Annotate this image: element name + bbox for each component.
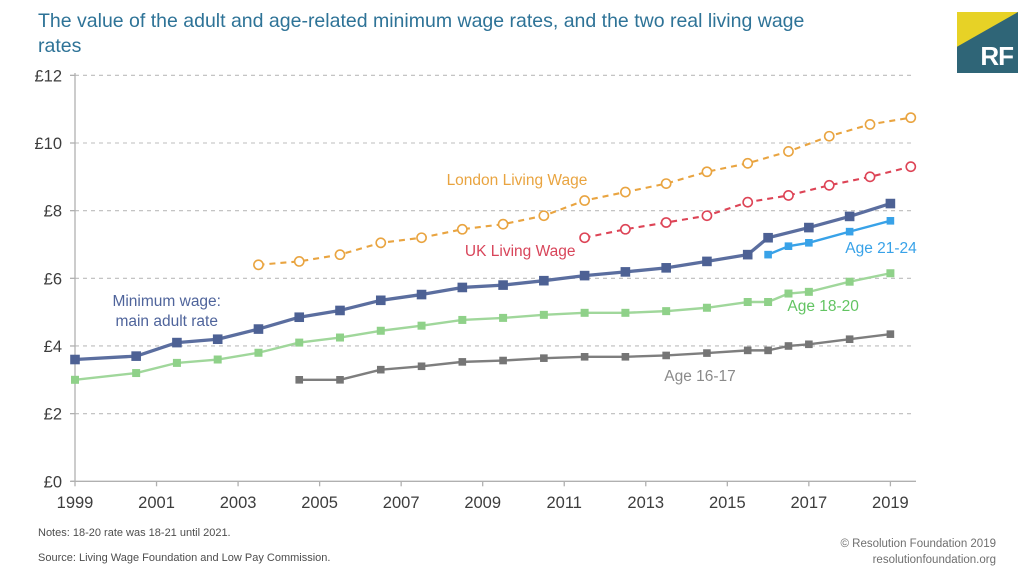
series-label-london-living-wage: London Living Wage [447, 172, 588, 189]
series-label-uk-living-wage: UK Living Wage [465, 243, 576, 260]
x-tick-label: 2001 [138, 494, 175, 512]
x-tick-label: 2011 [546, 494, 581, 512]
x-tick-label: 2015 [709, 494, 746, 512]
gridlines [75, 74, 915, 415]
x-tick-label: 2009 [464, 494, 501, 512]
x-tick-label: 2003 [220, 494, 257, 512]
x-tick-label: 2013 [627, 494, 664, 512]
website-text: resolutionfoundation.org [872, 554, 996, 566]
y-tick-label: £8 [44, 203, 62, 221]
y-tick-label: £2 [44, 406, 62, 424]
series-uk-living-wage [579, 161, 917, 244]
x-tick-label: 1999 [57, 494, 94, 512]
rf-logo: RF [957, 12, 1018, 73]
y-tick-label: £10 [34, 135, 62, 153]
x-tick-label: 2017 [791, 494, 828, 512]
series-uk-living-wage-markers [579, 161, 917, 244]
y-tick-label: £12 [34, 67, 62, 85]
page-title: The value of the adult and age-related m… [38, 10, 805, 58]
series-minimum-wage-main-adult-rate [70, 198, 896, 365]
series-age-21-24-markers [764, 217, 895, 259]
series-label-age-18-20: Age 18-20 [787, 298, 859, 315]
x-tick-label: 2007 [383, 494, 420, 512]
y-tick-label: £0 [44, 473, 62, 491]
x-axis-labels: 1999 2001 2003 2005 2007 2009 2011 2013 2015 2017… [57, 494, 909, 512]
series-age-21-24 [764, 217, 895, 259]
axes [70, 73, 916, 487]
chart-source: Source: Living Wage Foundation and Low P… [38, 552, 331, 564]
series-minimum-wage-main-adult-rate-markers [70, 198, 896, 365]
rf-logo-text: RF [980, 41, 1014, 71]
y-axis-labels: £0 £2 £4 £6 £8 £10 £12 [34, 67, 62, 491]
y-tick-label: £6 [44, 270, 62, 288]
y-tick-label: £4 [44, 338, 62, 356]
series-label-minimum-wage-main-adult-rate: Minimum wage: main adult rate [112, 293, 221, 330]
series-labels: Minimum wage: main adult rate London Livin… [112, 172, 917, 385]
series-age-16-17 [295, 330, 895, 384]
series-age-18-20-markers [71, 269, 895, 384]
series-london-living-wage [253, 112, 917, 271]
series-london-living-wage-markers [253, 112, 917, 271]
x-tick-label: 2019 [872, 494, 909, 512]
series-label-age-16-17: Age 16-17 [664, 368, 736, 385]
series-age-16-17-markers [295, 330, 895, 384]
copyright-text: © Resolution Foundation 2019 [840, 538, 996, 550]
series-label-age-21-24: Age 21-24 [845, 240, 917, 257]
x-tick-label: 2005 [301, 494, 338, 512]
series-age-18-20 [71, 269, 895, 384]
chart-notes: Notes: 18-20 rate was 18-21 until 2021. [38, 527, 231, 539]
footer-attribution: © Resolution Foundation 2019 resolutionf… [840, 536, 996, 568]
